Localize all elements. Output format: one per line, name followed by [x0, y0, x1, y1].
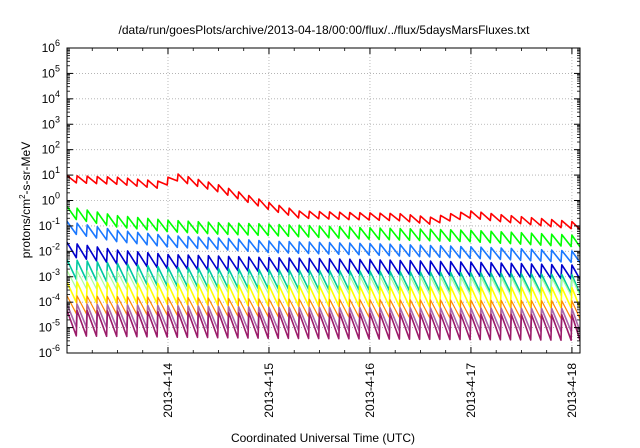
y-tick-label: 104 [42, 89, 60, 106]
y-tick-label-exponent: -5 [52, 318, 60, 328]
x-tick-label: 2013-4-15 [262, 363, 276, 418]
y-tick-label-base: 10 [42, 66, 56, 80]
y-tick-label-base: 10 [42, 92, 56, 106]
series-line-3 [67, 220, 580, 264]
y-tick-label: 10-6 [39, 343, 60, 360]
x-tick-label: 2013-4-14 [161, 363, 175, 418]
y-tick-label-exponent: -1 [52, 216, 60, 226]
y-tick-label-exponent: 1 [55, 165, 60, 175]
y-axis-label-superscript: 2 [18, 194, 27, 199]
y-tick-label-base: 10 [39, 346, 53, 360]
series-line-2 [67, 205, 580, 248]
y-tick-label-base: 10 [39, 295, 53, 309]
series-layer [67, 173, 580, 341]
y-tick-label-base: 10 [42, 194, 56, 208]
series-line-4 [67, 241, 580, 280]
y-tick-label: 100 [42, 191, 60, 208]
y-tick-label: 10-4 [39, 292, 60, 309]
y-tick-label-exponent: 3 [55, 114, 60, 124]
series-line-10 [67, 309, 580, 341]
y-tick-label: 10-5 [39, 318, 60, 335]
x-tick-label: 2013-4-18 [565, 363, 579, 418]
y-axis-label-main: protons/cm [19, 199, 33, 258]
y-tick-label: 10-1 [39, 216, 60, 233]
y-tick-label-exponent: 2 [55, 140, 60, 150]
y-tick-labels: 10-610-510-410-310-210-11001011021031041… [39, 38, 60, 360]
y-tick-label-exponent: 5 [55, 63, 60, 73]
y-tick-label: 105 [42, 63, 60, 80]
y-tick-label-exponent: 4 [55, 89, 60, 99]
ticks [67, 47, 580, 354]
y-tick-label: 10-2 [39, 241, 60, 258]
series-line-7 [67, 281, 580, 309]
x-tick-labels: 2013-4-14 2013-4-15 2013-4-16 2013-4-17 2013… [161, 363, 579, 418]
series-line-6 [67, 270, 580, 297]
y-tick-label: 106 [42, 38, 60, 55]
y-tick-label: 102 [42, 140, 60, 157]
y-tick-label-base: 10 [42, 117, 56, 131]
y-tick-label-exponent: -6 [52, 343, 60, 353]
y-tick-label-exponent: -3 [52, 267, 60, 277]
y-tick-label-base: 10 [42, 168, 56, 182]
y-tick-label: 101 [42, 165, 60, 182]
y-tick-label-base: 10 [42, 143, 56, 157]
y-tick-label-base: 10 [39, 321, 53, 335]
series-line-8 [67, 295, 580, 320]
y-tick-label-exponent: -2 [52, 241, 60, 251]
x-axis-label: Coordinated Universal Time (UTC) [231, 431, 415, 445]
y-tick-label-exponent: 0 [55, 191, 60, 201]
y-tick-label-base: 10 [39, 270, 53, 284]
chart-title: /data/run/goesPlots/archive/2013-04-18/0… [119, 23, 531, 37]
y-tick-label-exponent: -4 [52, 292, 60, 302]
x-tick-label: 2013-4-17 [464, 363, 478, 418]
y-axis-label-units: -s-sr-MeV [19, 142, 33, 195]
x-tick-label: 2013-4-16 [363, 363, 377, 418]
series-line-1 [67, 173, 580, 231]
y-tick-label-exponent: 6 [55, 38, 60, 48]
y-tick-label-base: 10 [39, 219, 53, 233]
y-tick-label: 103 [42, 114, 60, 131]
y-tick-label: 10-3 [39, 267, 60, 284]
y-tick-label-base: 10 [42, 41, 56, 55]
y-axis-label: protons/cm2-s-sr-MeV [18, 142, 33, 258]
series-line-5 [67, 259, 580, 295]
series-line-9 [67, 303, 580, 333]
y-tick-label-base: 10 [39, 244, 53, 258]
